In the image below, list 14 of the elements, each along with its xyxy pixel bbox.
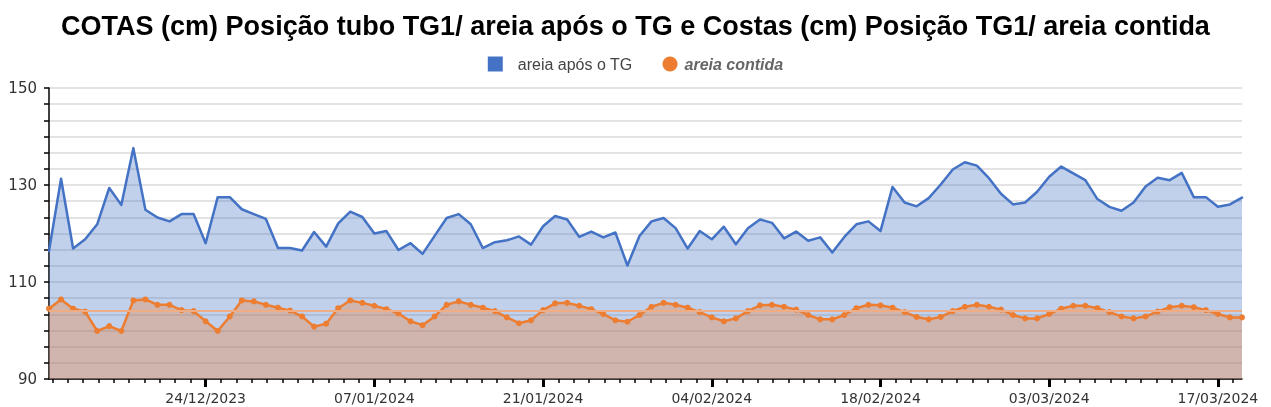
x-tick-label: 24/12/2023 — [165, 390, 247, 406]
legend-label: areia contida — [684, 55, 784, 73]
y-tick-label: 150 — [8, 79, 37, 97]
chart-title: COTAS (cm) Posição tubo TG1/ areia após o TG e Costas (cm) Posição TG1/ areia contida — [61, 10, 1211, 41]
x-tick-label: 17/03/2024 — [1177, 390, 1259, 406]
legend-label: areia após o TG — [517, 55, 633, 73]
y-tick-label: 90 — [17, 370, 37, 388]
x-tick-label: 03/03/2024 — [1008, 390, 1090, 406]
y-tick-label: 130 — [8, 176, 37, 194]
y-tick-label: 110 — [8, 273, 37, 291]
x-tick-label: 21/01/2024 — [502, 390, 584, 406]
x-tick-label: 04/02/2024 — [671, 390, 753, 406]
x-tick-label: 18/02/2024 — [840, 390, 921, 406]
x-tick-label: 07/01/2024 — [334, 390, 415, 406]
